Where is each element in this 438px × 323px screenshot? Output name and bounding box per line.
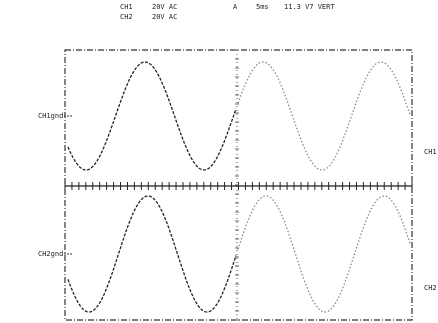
trigger: A [233, 3, 238, 11]
timebase: 5ms [256, 3, 269, 11]
channel-marker: CH2 [424, 284, 437, 292]
waveform [238, 62, 410, 170]
tick-marks [65, 50, 412, 320]
channel-marker: CH1 [424, 148, 437, 156]
channel-setting: 20V AC [152, 3, 177, 11]
channel-name: CH1 [120, 3, 133, 11]
ground-label: CH2gnd [38, 250, 63, 258]
oscilloscope-screen: CH1 20V AC CH2 20V AC A 5ms 11.3 V7 VERT… [0, 0, 438, 323]
channel-setting: 20V AC [152, 13, 177, 21]
level: 11.3 V7 VERT [284, 3, 335, 11]
waveform [68, 196, 236, 312]
channel-name: CH2 [120, 13, 133, 21]
ground-label: CH1gnd [38, 112, 63, 120]
waveform [238, 196, 410, 312]
waveform [68, 62, 236, 170]
